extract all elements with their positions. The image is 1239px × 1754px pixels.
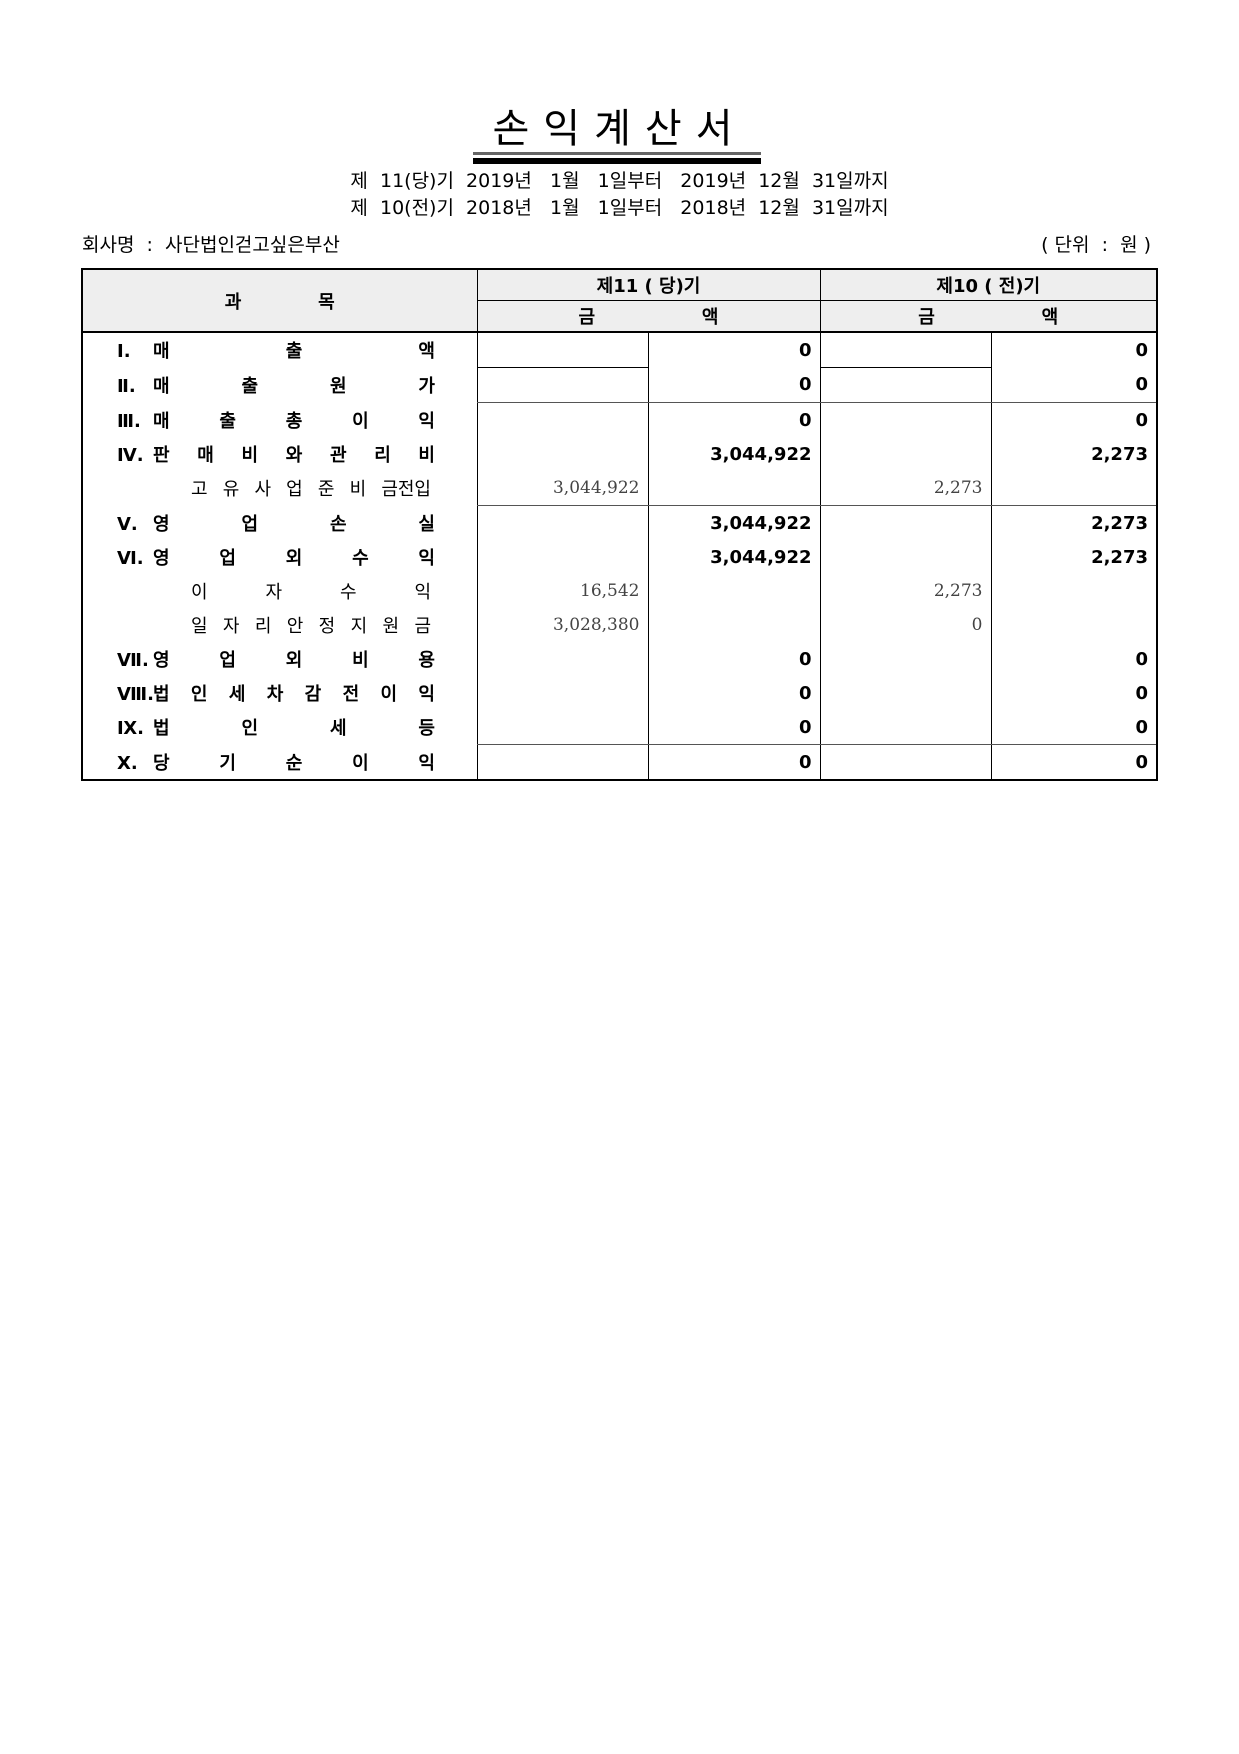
current-sub-amount xyxy=(476,676,648,710)
table-row: Ⅸ. 법 인 세 등 0 0 xyxy=(82,710,1157,745)
current-amount xyxy=(647,471,820,506)
title-underline-thin xyxy=(473,152,761,155)
current-sub-amount xyxy=(476,744,648,780)
account-label: 고 유 사 업 준 비 금전입 xyxy=(191,479,431,501)
previous-sub-amount xyxy=(819,710,991,745)
previous-amount: 0 xyxy=(990,710,1157,745)
current-period: 제 11(당)기 2019년 1월 1일부터 2019년 12월 31일까지 xyxy=(350,170,889,192)
previous-sub-amount xyxy=(819,505,991,540)
previous-amount: 2,273 xyxy=(990,437,1157,471)
current-amount: 3,044,922 xyxy=(647,505,820,540)
current-sub-amount: 3,028,380 xyxy=(476,608,648,642)
current-amount: 3,044,922 xyxy=(647,540,820,574)
income-statement-table: 과 목 제11 ( 당)기 제10 ( 전)기 금 액 금 액 Ⅰ. 매 출 액 0… xyxy=(81,268,1158,781)
account-label: 일 자 리 안 정 지 원 금 xyxy=(191,616,431,637)
table-row: Ⅷ.법 인 세 차 감 전 이 익 0 0 xyxy=(82,676,1157,710)
previous-sub-amount: 2,273 xyxy=(819,471,991,506)
table-row: 고 유 사 업 준 비 금전입 3,044,922 2,273 xyxy=(82,471,1157,506)
table-row: Ⅹ. 당 기 순 이 익 0 0 xyxy=(82,744,1157,780)
header-previous-amount: 금 액 xyxy=(819,300,1157,333)
current-sub-amount: 16,542 xyxy=(476,574,648,608)
table-row: Ⅵ. 영 업 외 수 익 3,044,922 2,273 xyxy=(82,540,1157,574)
current-sub-amount xyxy=(476,332,648,368)
table-row: Ⅱ. 매 출 원 가 0 0 xyxy=(82,367,1157,403)
account-label: Ⅸ. 법 인 세 등 xyxy=(117,718,435,740)
previous-sub-amount xyxy=(819,402,991,437)
current-amount: 0 xyxy=(647,402,820,437)
table-row: Ⅲ. 매 출 총 이 익 0 0 xyxy=(82,402,1157,437)
current-sub-amount xyxy=(476,642,648,676)
table-row: 일 자 리 안 정 지 원 금 3,028,380 0 xyxy=(82,608,1157,642)
title-underline-thick xyxy=(473,158,761,164)
account-label: Ⅶ. 영 업 외 비 용 xyxy=(117,650,435,671)
table-row: Ⅳ. 판 매 비 와 관 리 비 3,044,922 2,273 xyxy=(82,437,1157,471)
account-label: Ⅹ. 당 기 순 이 익 xyxy=(117,752,435,774)
account-label: 이 자 수 익 xyxy=(191,582,431,603)
previous-amount xyxy=(990,608,1157,642)
current-sub-amount xyxy=(476,402,648,437)
account-label: Ⅰ. 매 출 액 xyxy=(117,341,435,363)
unit-label: ( 단위 : 원 ) xyxy=(1041,234,1151,256)
current-amount: 0 xyxy=(647,367,820,403)
company-name: 회사명 : 사단법인걷고싶은부산 xyxy=(82,234,340,256)
previous-amount: 0 xyxy=(990,332,1157,368)
previous-amount: 0 xyxy=(990,642,1157,676)
previous-amount: 2,273 xyxy=(990,505,1157,540)
current-amount: 3,044,922 xyxy=(647,437,820,471)
header-current-amount: 금 액 xyxy=(476,300,820,333)
account-label: Ⅷ.법 인 세 차 감 전 이 익 xyxy=(117,684,435,705)
previous-sub-amount xyxy=(819,676,991,710)
table-row: Ⅴ. 영 업 손 실 3,044,922 2,273 xyxy=(82,505,1157,540)
previous-amount xyxy=(990,471,1157,506)
previous-sub-amount xyxy=(819,367,991,403)
previous-amount: 0 xyxy=(990,676,1157,710)
current-amount xyxy=(647,608,820,642)
current-sub-amount xyxy=(476,540,648,574)
account-label: Ⅲ. 매 출 총 이 익 xyxy=(117,410,435,432)
account-label: Ⅵ. 영 업 외 수 익 xyxy=(117,548,435,569)
previous-sub-amount xyxy=(819,744,991,780)
current-sub-amount xyxy=(476,710,648,745)
previous-sub-amount xyxy=(819,437,991,471)
previous-amount: 0 xyxy=(990,367,1157,403)
current-sub-amount xyxy=(476,505,648,540)
previous-sub-amount: 2,273 xyxy=(819,574,991,608)
table-row: Ⅶ. 영 업 외 비 용 0 0 xyxy=(82,642,1157,676)
previous-period: 제 10(전)기 2018년 1월 1일부터 2018년 12월 31일까지 xyxy=(350,197,889,219)
current-sub-amount xyxy=(476,367,648,403)
account-label: Ⅳ. 판 매 비 와 관 리 비 xyxy=(117,445,435,466)
previous-sub-amount xyxy=(819,332,991,368)
current-amount: 0 xyxy=(647,710,820,745)
account-label: Ⅱ. 매 출 원 가 xyxy=(117,376,435,397)
current-amount: 0 xyxy=(647,332,820,368)
header-current-period: 제11 ( 당)기 xyxy=(476,269,820,301)
header-previous-period: 제10 ( 전)기 xyxy=(819,269,1157,301)
previous-sub-amount: 0 xyxy=(819,608,991,642)
document-title: 손익계산서 xyxy=(492,106,747,152)
previous-sub-amount xyxy=(819,540,991,574)
previous-amount: 0 xyxy=(990,402,1157,437)
previous-amount: 2,273 xyxy=(990,540,1157,574)
current-amount: 0 xyxy=(647,642,820,676)
current-amount: 0 xyxy=(647,676,820,710)
current-amount: 0 xyxy=(647,744,820,780)
account-label: Ⅴ. 영 업 손 실 xyxy=(117,513,435,535)
previous-sub-amount xyxy=(819,642,991,676)
previous-amount xyxy=(990,574,1157,608)
table-row: Ⅰ. 매 출 액 0 0 xyxy=(82,332,1157,368)
header-subject: 과 목 xyxy=(82,269,477,333)
current-amount xyxy=(647,574,820,608)
previous-amount: 0 xyxy=(990,744,1157,780)
current-sub-amount xyxy=(476,437,648,471)
current-sub-amount: 3,044,922 xyxy=(476,471,648,506)
table-row: 이 자 수 익 16,542 2,273 xyxy=(82,574,1157,608)
